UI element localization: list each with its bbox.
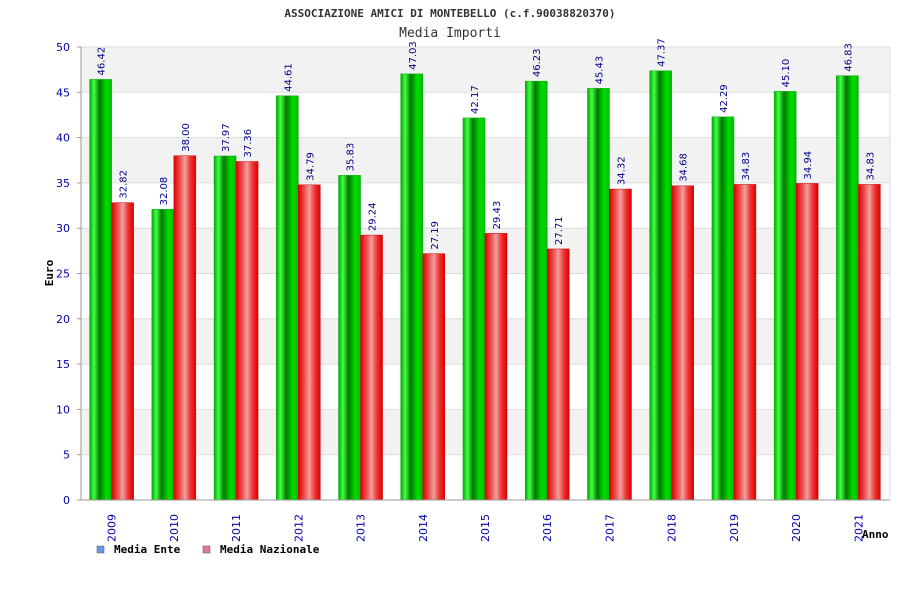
data-label-media-nazionale: 27.19 <box>430 221 441 250</box>
plot-band <box>81 182 890 229</box>
bar-media-ente <box>338 175 361 501</box>
data-label-media-ente: 42.17 <box>470 85 481 114</box>
x-tick-label: 2012 <box>292 514 305 542</box>
data-label-media-nazionale: 34.32 <box>616 156 627 185</box>
data-label-media-ente: 46.83 <box>843 43 854 72</box>
data-label-media-ente: 46.23 <box>532 49 543 78</box>
y-tick-label: 0 <box>63 494 70 507</box>
data-label-media-ente: 45.43 <box>594 56 605 85</box>
bar-media-ente <box>213 155 237 501</box>
data-label-media-nazionale: 34.83 <box>741 152 752 181</box>
x-tick-label: 2011 <box>230 514 243 542</box>
data-label-media-nazionale: 27.71 <box>554 216 565 245</box>
y-tick-label: 40 <box>56 132 70 145</box>
legend-item-media-nazionale: Media Nazionale <box>202 543 320 556</box>
data-label-media-ente: 47.37 <box>657 38 668 67</box>
bar-media-ente <box>151 209 175 501</box>
legend-item-media-ente: Media Ente <box>96 543 181 556</box>
y-tick-label: 45 <box>56 86 70 99</box>
x-tick-label: 2018 <box>666 514 679 542</box>
bar-media-nazionale <box>858 184 881 501</box>
y-tick-label: 25 <box>56 268 70 281</box>
y-tick-label: 50 <box>56 41 70 54</box>
data-label-media-ente: 42.29 <box>719 84 730 113</box>
bar-media-ente <box>524 80 548 501</box>
bar-media-nazionale <box>298 184 321 501</box>
bar-media-ente <box>462 117 486 501</box>
legend-label-media-nazionale: Media Nazionale <box>220 543 320 556</box>
data-label-media-ente: 46.42 <box>97 47 108 76</box>
y-tick-label: 10 <box>56 403 70 416</box>
bar-media-ente <box>400 73 424 501</box>
data-label-media-ente: 35.83 <box>346 143 357 172</box>
bar-media-ente <box>836 75 859 501</box>
bar-media-nazionale <box>422 253 446 501</box>
x-tick-label: 2021 <box>852 514 865 542</box>
plot-band <box>81 92 890 138</box>
data-label-media-ente: 45.10 <box>781 59 792 88</box>
data-label-media-ente: 44.61 <box>283 63 294 92</box>
legend-swatch-media-nazionale <box>202 545 211 554</box>
y-tick-label: 15 <box>56 358 70 371</box>
bar-media-nazionale <box>484 233 508 501</box>
x-tick-label: 2016 <box>541 514 554 542</box>
bar-media-ente <box>711 116 735 501</box>
data-label-media-nazionale: 37.36 <box>243 129 254 158</box>
bar-media-nazionale <box>671 185 694 501</box>
axes <box>80 47 891 501</box>
x-axis-label: Anno <box>862 528 889 541</box>
bar-media-ente <box>587 88 610 501</box>
bar-media-nazionale <box>360 234 383 501</box>
plot-band <box>81 47 890 93</box>
chart-subtitle: Media Importi <box>399 26 501 41</box>
data-label-media-ente: 32.08 <box>159 177 170 206</box>
x-tick-label: 2020 <box>790 514 803 542</box>
x-axis-ticks: 2009 2010 2011 2012 2013 2014 2015 2016 2017 2018… <box>106 514 866 542</box>
data-labels: 46.42 32.82 32.08 38.00 37.97 37.36 44.61 34.79… <box>97 38 877 249</box>
data-label-media-nazionale: 29.43 <box>492 201 503 230</box>
y-axis-ticks: 0 5 10 15 20 25 30 35 40 45 50 <box>56 41 81 507</box>
data-label-media-nazionale: 34.79 <box>305 152 316 181</box>
data-label-media-ente: 37.97 <box>221 123 232 152</box>
bar-media-nazionale <box>733 184 757 501</box>
x-tick-label: 2017 <box>603 514 616 542</box>
x-tick-label: 2009 <box>106 514 119 542</box>
legend-label-media-ente: Media Ente <box>114 543 181 556</box>
bar-media-ente <box>773 91 797 501</box>
plot-band <box>81 137 890 183</box>
data-label-media-ente: 47.03 <box>408 41 419 70</box>
bar-media-nazionale <box>795 183 819 501</box>
x-tick-label: 2013 <box>355 514 368 542</box>
y-tick-label: 30 <box>56 222 70 235</box>
x-tick-label: 2010 <box>168 514 181 542</box>
bar-media-ente <box>276 95 299 501</box>
legend: Media Ente Media Nazionale <box>96 543 320 556</box>
bar-media-nazionale <box>546 248 570 501</box>
data-label-media-nazionale: 32.82 <box>119 170 130 199</box>
data-label-media-nazionale: 34.83 <box>865 152 876 181</box>
y-tick-label: 5 <box>63 449 70 462</box>
data-label-media-nazionale: 34.68 <box>679 153 690 182</box>
legend-swatch-media-ente <box>96 545 105 554</box>
bar-media-nazionale <box>111 202 134 501</box>
x-tick-label: 2019 <box>728 514 741 542</box>
data-label-media-nazionale: 29.24 <box>368 202 379 231</box>
x-tick-label: 2015 <box>479 514 492 542</box>
bars <box>89 70 881 501</box>
y-tick-label: 35 <box>56 177 70 190</box>
y-axis-label: Euro <box>43 259 56 286</box>
y-tick-label: 20 <box>56 313 70 326</box>
chart-title: ASSOCIAZIONE AMICI DI MONTEBELLO (c.f.90… <box>284 7 615 20</box>
x-tick-label: 2014 <box>417 514 430 542</box>
bar-media-nazionale <box>173 155 197 501</box>
data-label-media-nazionale: 34.94 <box>803 151 814 180</box>
bar-media-nazionale <box>609 188 632 501</box>
bar-media-ente <box>649 70 672 501</box>
data-label-media-nazionale: 38.00 <box>181 123 192 152</box>
bar-media-ente <box>89 79 112 501</box>
bar-media-nazionale <box>235 161 259 501</box>
